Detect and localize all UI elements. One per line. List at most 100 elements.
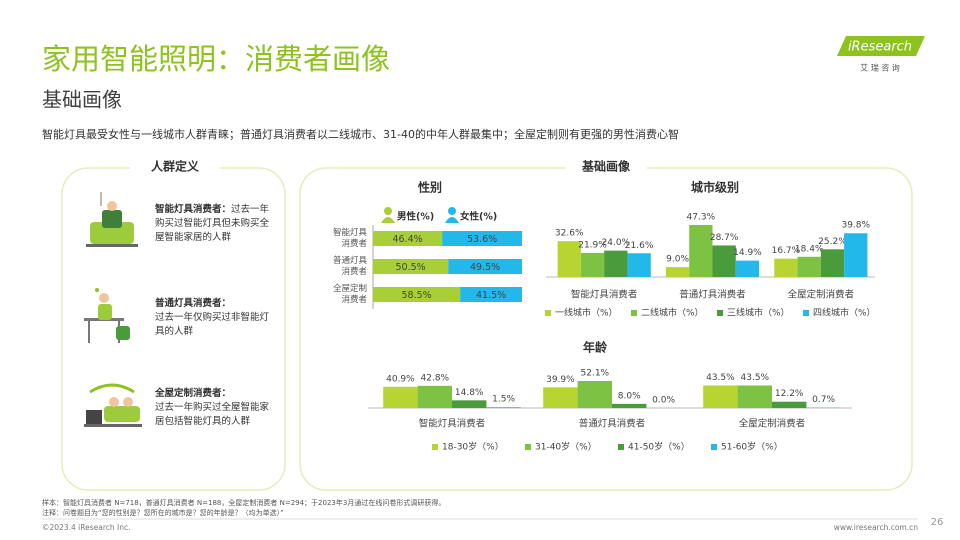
category-label: 普通灯具消费者 xyxy=(332,255,367,277)
legend-label: 51-60岁（%） xyxy=(721,441,783,453)
legend-label: 18-30岁（%） xyxy=(442,441,504,453)
bar-segment xyxy=(448,259,522,274)
value-label: 18.4% xyxy=(795,244,824,254)
right-panel xyxy=(299,167,913,491)
legend-label: 31-40岁（%） xyxy=(535,441,597,453)
bar-segment xyxy=(373,287,461,302)
value-label: 24.0% xyxy=(602,238,631,248)
legend-swatch xyxy=(432,444,438,450)
website: www.iresearch.com.cn xyxy=(834,523,919,532)
value-label: 47.3% xyxy=(687,213,716,223)
heading-bg xyxy=(130,158,220,176)
bar xyxy=(689,225,713,277)
bar xyxy=(774,258,798,277)
value-label: 49.5% xyxy=(470,262,500,273)
bar-segment xyxy=(460,287,522,302)
category-label: 智能灯具消费者 xyxy=(419,418,486,430)
value-label: 43.5% xyxy=(741,373,770,383)
persona-icon xyxy=(84,383,142,427)
persona-desc: 过去一年购买过智能灯具但未购买全屋智能家居的人群 xyxy=(155,204,270,243)
category-label: 全屋定制消费者 xyxy=(788,289,855,301)
persona-desc: 过去一年仅购买过非智能灯具的人群 xyxy=(155,312,270,337)
legend-label: 二线城市（%） xyxy=(641,307,704,319)
bar-segment xyxy=(373,231,443,246)
value-label: 52.1% xyxy=(581,369,610,379)
value-label: 12.2% xyxy=(775,389,804,399)
legend-swatch xyxy=(711,444,717,450)
value-label: 42.8% xyxy=(421,373,450,383)
bar xyxy=(797,256,821,277)
category-label: 全屋定制消费者 xyxy=(739,418,806,430)
summary: 智能灯具最受女性与一线城市人群青睐；普通灯具消费者以二线城市、31-40的中年人… xyxy=(42,127,679,141)
category-label: 全屋定制消费者 xyxy=(332,283,367,305)
bar xyxy=(486,407,521,408)
bar xyxy=(383,386,418,408)
value-label: 16.7% xyxy=(772,246,801,256)
legend-swatch xyxy=(631,310,637,316)
bar xyxy=(820,249,845,277)
logo: iResearch xyxy=(848,40,912,55)
value-label: 9.0% xyxy=(666,255,689,265)
category-label: 智能灯具消费者 xyxy=(332,227,367,249)
legend-label: 三线城市（%） xyxy=(727,307,790,319)
persona-name: 全屋定制消费者： xyxy=(155,388,232,399)
value-label: 53.6% xyxy=(467,234,497,245)
legend-icon xyxy=(448,207,456,215)
persona-text: 全屋定制消费者： 过去一年购买过全屋智能家居包括智能灯具的人群 xyxy=(155,387,273,429)
bar xyxy=(557,241,581,277)
legend-swatch xyxy=(525,444,531,450)
panel-heading: 人群定义 xyxy=(151,159,200,174)
bar xyxy=(627,253,651,277)
subtitle: 基础画像 xyxy=(42,88,122,112)
persona-text: 智能灯具消费者：过去一年购买过智能灯具但未购买全屋智能家居的人群 xyxy=(155,203,273,245)
value-label: 58.5% xyxy=(401,290,431,301)
value-label: 21.6% xyxy=(625,241,654,251)
bar-segment xyxy=(373,259,449,274)
category-label: 智能灯具消费者 xyxy=(571,289,638,301)
chart-title: 城市级别 xyxy=(691,180,739,195)
value-label: 39.9% xyxy=(546,375,575,385)
copyright: ©2023.4 iResearch Inc. xyxy=(42,523,130,532)
legend-label: 一线城市（%） xyxy=(555,307,618,319)
heading-bg xyxy=(565,158,647,176)
value-label: 50.5% xyxy=(396,262,426,273)
legend-swatch xyxy=(618,444,624,450)
category-label: 普通灯具消费者 xyxy=(679,289,746,301)
bar xyxy=(543,387,578,408)
legend-swatch xyxy=(545,310,551,316)
bar xyxy=(665,267,690,277)
bar-segment xyxy=(442,231,522,246)
legend-label: 女性(%) xyxy=(460,211,497,223)
value-label: 14.8% xyxy=(455,388,484,398)
legend-swatch xyxy=(717,310,723,316)
chart-title: 年龄 xyxy=(583,340,608,355)
legend-icon xyxy=(445,217,459,223)
legend-icon xyxy=(381,217,395,223)
value-label: 0.0% xyxy=(652,396,675,406)
bar xyxy=(452,400,487,408)
value-label: 32.6% xyxy=(555,229,584,239)
page-number: 26 xyxy=(931,517,944,528)
legend-label: 四线城市（%） xyxy=(813,307,876,319)
bar xyxy=(735,260,760,277)
sample-note: 样本：智能灯具消费者 N=718，普通灯具消费者 N=188，全屋定制消费者 N… xyxy=(42,498,445,507)
persona-name: 智能灯具消费者： xyxy=(155,204,232,215)
value-label: 43.5% xyxy=(706,373,735,383)
legend-icon xyxy=(384,207,392,215)
value-label: 28.7% xyxy=(710,233,739,243)
logo-box xyxy=(837,36,925,56)
value-label: 1.5% xyxy=(492,395,515,405)
bar xyxy=(604,250,628,277)
bar xyxy=(844,233,868,277)
category-label: 普通灯具消费者 xyxy=(579,418,646,430)
bar xyxy=(577,381,612,408)
persona-text: 普通灯具消费者： 过去一年仅购买过非智能灯具的人群 xyxy=(155,297,273,339)
value-label: 40.9% xyxy=(386,374,415,384)
bar xyxy=(703,385,738,408)
legend-label: 男性(%) xyxy=(397,211,434,223)
persona-icon xyxy=(84,288,130,343)
value-label: 25.2% xyxy=(818,237,847,247)
persona-icon xyxy=(86,192,138,247)
question-note: 注释：问卷题目为“您的性别是？您所在的城市是？您的年龄是？（均为单选）” xyxy=(42,508,284,517)
